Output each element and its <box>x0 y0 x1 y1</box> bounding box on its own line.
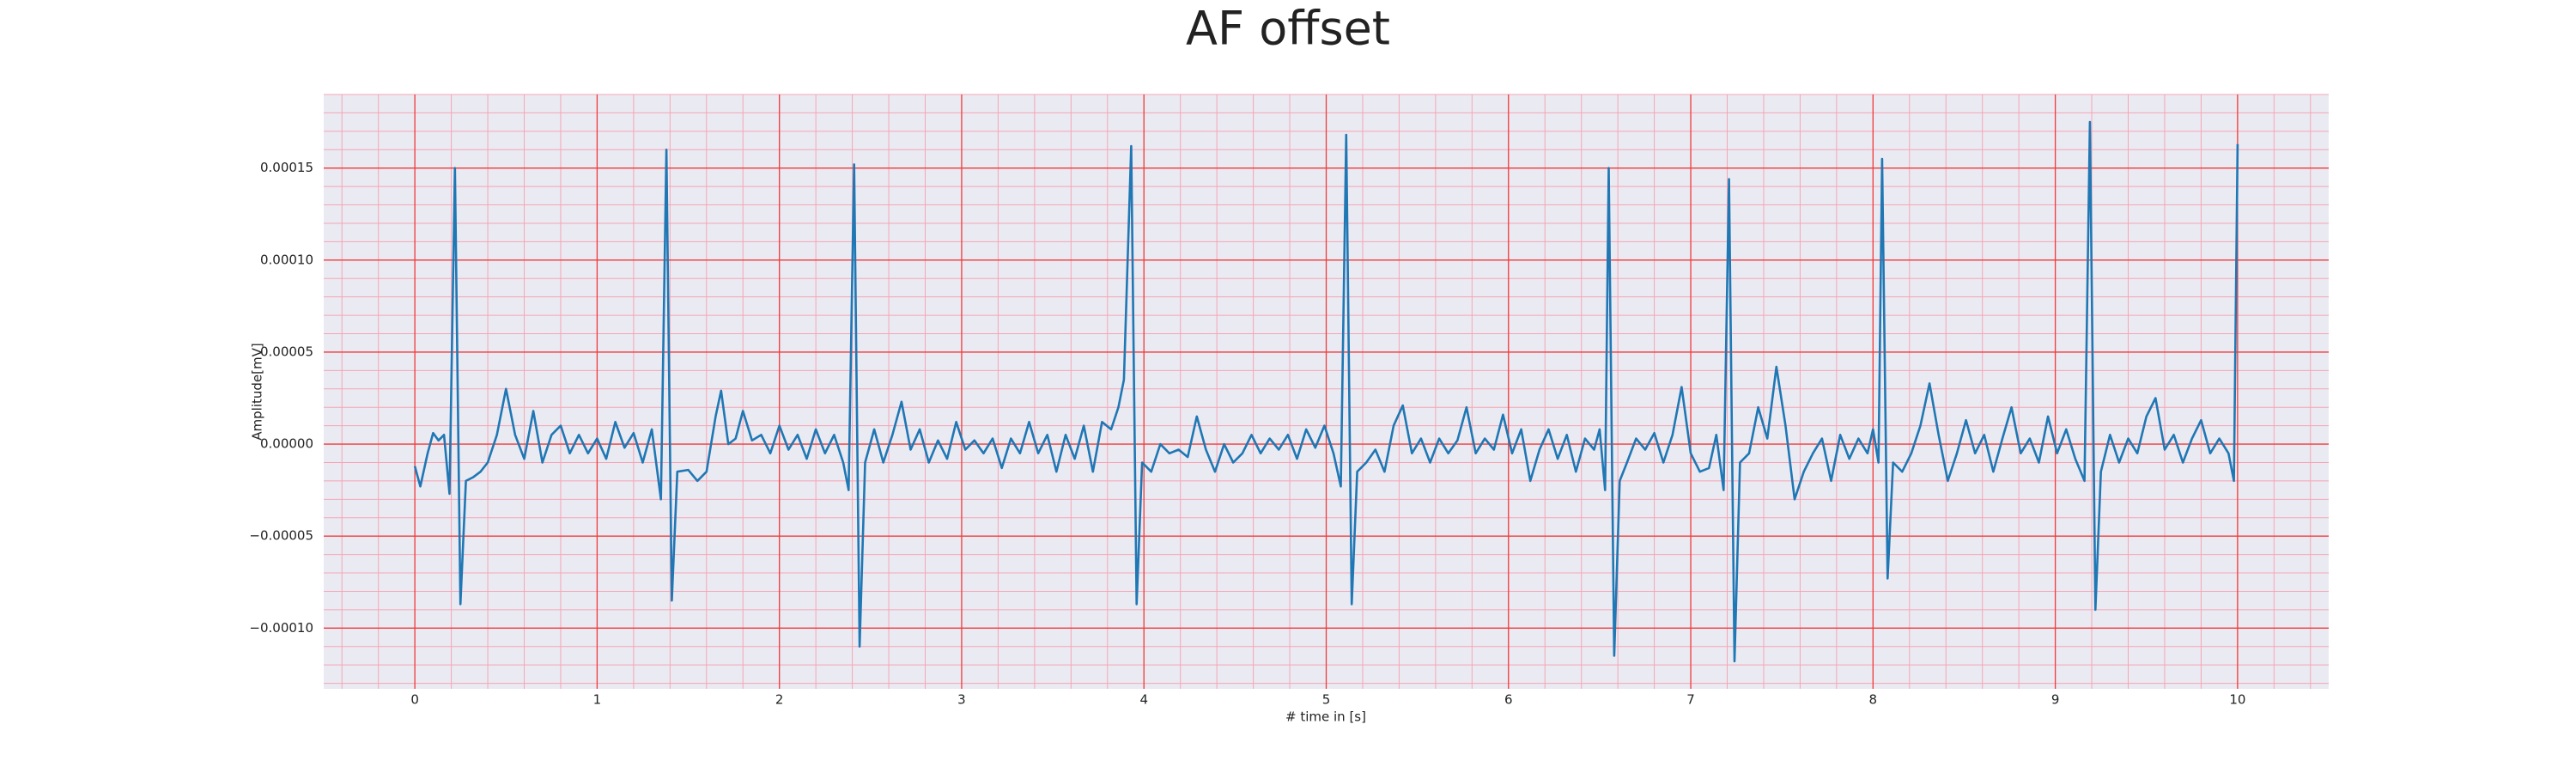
x-tick-label: 10 <box>2229 692 2245 708</box>
x-tick-label: 7 <box>1686 692 1695 708</box>
chart-title: AF offset <box>1186 2 1390 56</box>
x-tick-label: 9 <box>2051 692 2060 708</box>
y-axis-label: Amplitude[mV] <box>250 343 265 440</box>
x-tick-label: 2 <box>775 692 784 708</box>
y-tick-label: 0.00015 <box>260 160 313 175</box>
x-axis-label: # time in [s] <box>1285 709 1366 725</box>
y-tick-label: 0.00005 <box>260 344 313 359</box>
x-tick-label: 5 <box>1322 692 1331 708</box>
y-tick-label: 0.00000 <box>260 436 313 452</box>
x-tick-label: 8 <box>1869 692 1878 708</box>
x-tick-label: 6 <box>1504 692 1513 708</box>
x-tick-label: 1 <box>593 692 602 708</box>
y-tick-label: −0.00005 <box>249 528 313 544</box>
x-tick-label: 0 <box>410 692 419 708</box>
x-tick-label: 3 <box>957 692 966 708</box>
y-tick-label: 0.00010 <box>260 252 313 267</box>
signal-line <box>413 120 2239 663</box>
x-tick-label: 4 <box>1139 692 1148 708</box>
y-tick-label: −0.00010 <box>249 620 313 636</box>
